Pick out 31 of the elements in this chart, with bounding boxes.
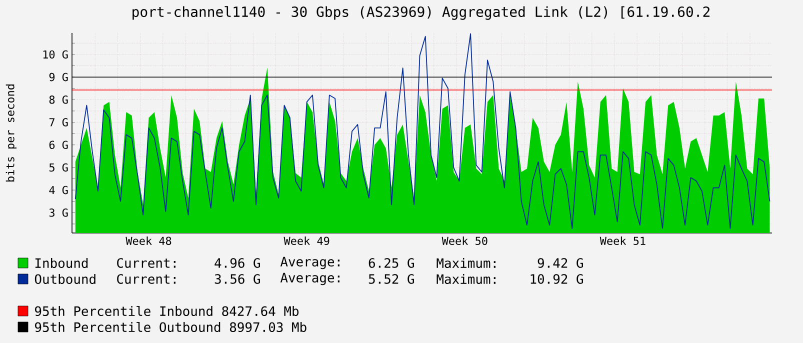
y-tick-label: 10 G [43, 50, 68, 59]
text: Current: [117, 274, 176, 284]
text: 10.92 G [530, 274, 583, 284]
text: 9.42 G [538, 258, 583, 268]
x-tick-label: Week 49 [284, 236, 330, 245]
legend-label: Outbound [34, 274, 96, 284]
text: 5.52 G [368, 274, 414, 284]
x-tick-label: Week 51 [600, 236, 646, 245]
text: Average: [280, 256, 340, 270]
text: 6.25 G [368, 258, 414, 268]
y-tick-label: 9 G [49, 72, 68, 82]
y-tick-label: 3 G [49, 208, 68, 217]
legend-label: 95th Percentile Outbound 8997.03 Mb [34, 322, 306, 332]
y-tick-label: 7 G [49, 118, 68, 126]
text: Maximum: [436, 274, 496, 284]
y-tick-label: 6 G [49, 140, 68, 150]
x-tick-label: Week 48 [126, 236, 172, 245]
text: Current: [117, 258, 176, 268]
y-tick-label: 5 G [49, 163, 68, 172]
chart-title: port-channel1140 - 30 Gbps (AS23969) Aggregated Link (L2) [61.19.60.2 [132, 6, 710, 20]
y-axis-title: bits per second [6, 84, 16, 182]
y-tick-label: 4 G [49, 186, 68, 194]
text: 4.96 G [214, 258, 260, 268]
text: 3.56 G [214, 274, 260, 284]
line-series [74, 33, 770, 229]
text: Average: [280, 272, 340, 286]
y-tick-label: 8 G [49, 96, 68, 104]
text: Maximum: [436, 258, 496, 268]
legend-label: 95th Percentile Inbound 8427.64 Mb [34, 306, 299, 316]
legend-label: Inbound [35, 258, 88, 268]
x-tick-label: Week 50 [442, 236, 488, 245]
